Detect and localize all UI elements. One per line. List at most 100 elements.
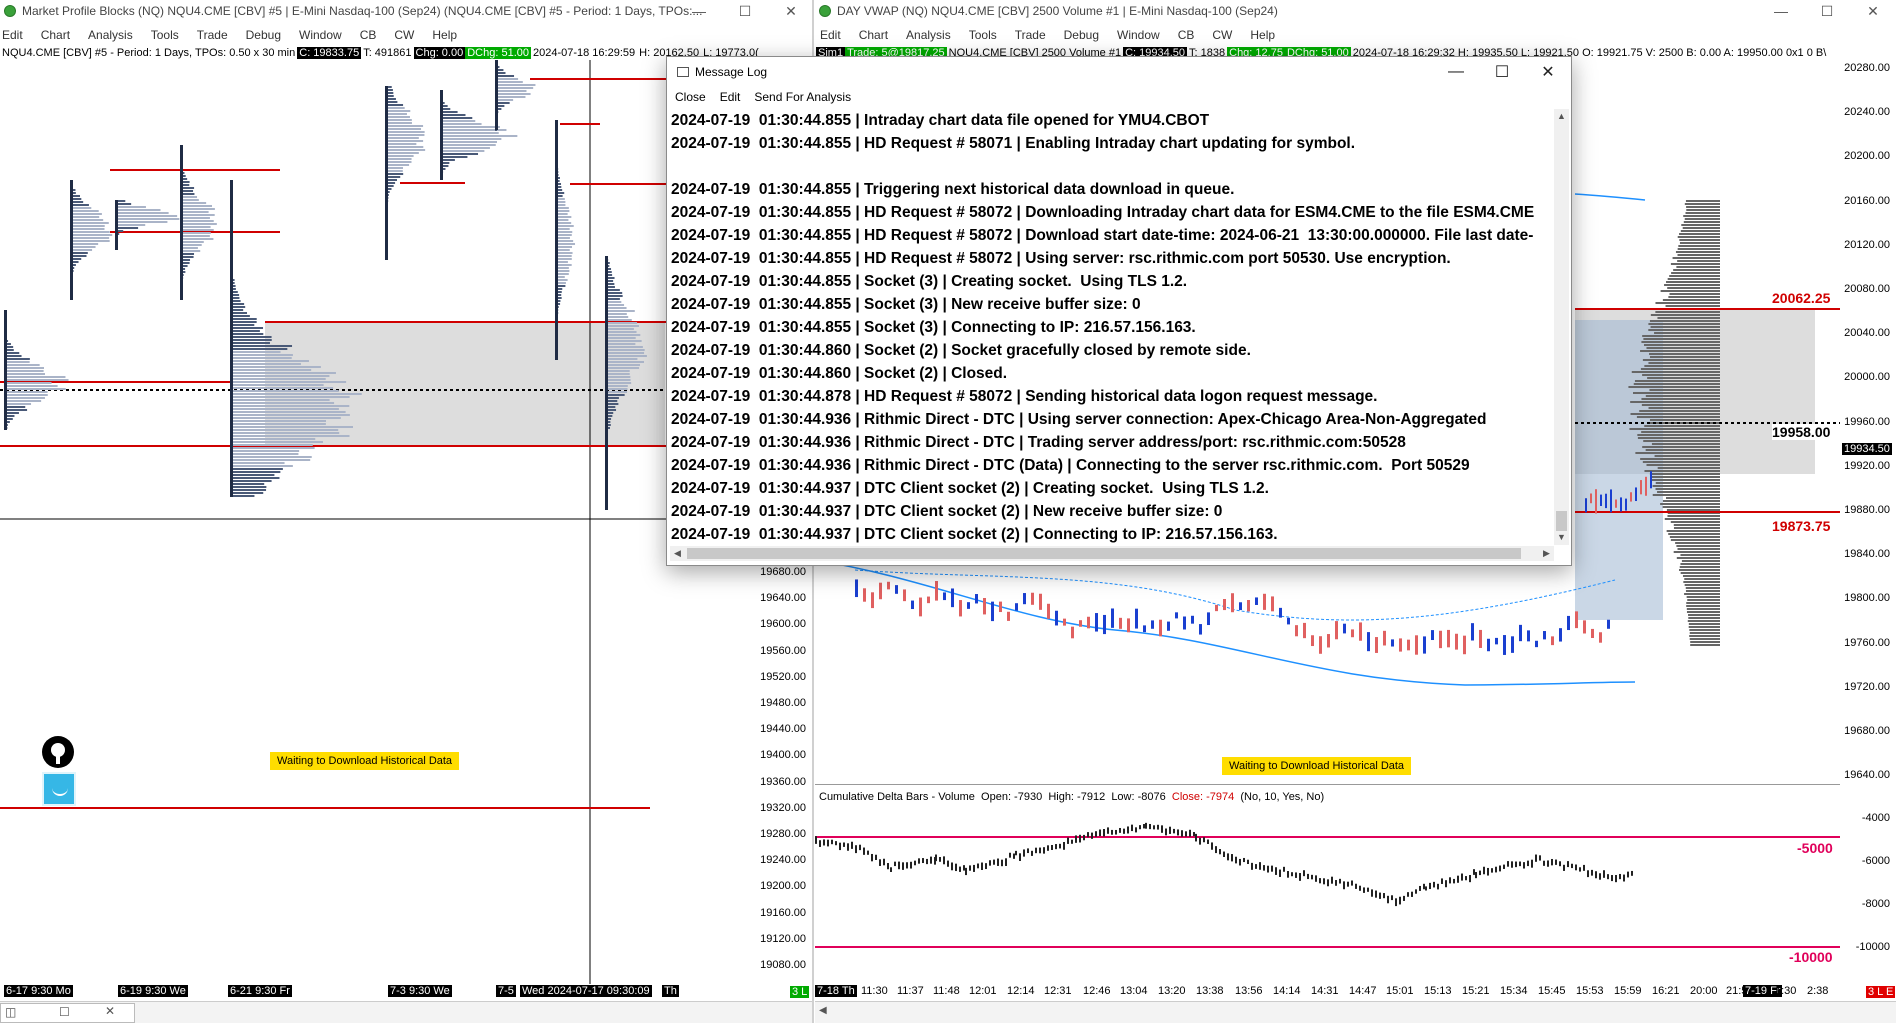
log-horizontal-scrollbar[interactable]: ◀ ▶ [670, 546, 1554, 561]
minimize-icon-right[interactable]: — [1774, 3, 1788, 19]
log-vertical-scrollbar[interactable]: ▲ ▼ [1554, 109, 1569, 545]
profile-bar [180, 190, 194, 192]
smiley-marker-icon[interactable] [42, 772, 76, 806]
profile-bar [180, 199, 199, 201]
profile-bar [230, 315, 250, 317]
profile-bar [385, 113, 407, 115]
restore-icon[interactable]: ◫ [5, 1005, 17, 1019]
scroll-left-arrow-icon[interactable]: ◀ [674, 548, 681, 558]
profile-bar [70, 237, 110, 239]
delta-bar [943, 856, 945, 865]
maximize-icon-right[interactable]: ☐ [1820, 2, 1834, 19]
left-scrollbar-strip[interactable] [0, 1001, 812, 1023]
delta-axis[interactable]: -4000 -6000 -8000 -10000 [1840, 784, 1896, 984]
right-menu-tools[interactable]: Tools [968, 28, 997, 42]
profile-bar [70, 219, 104, 221]
left-menu-cw[interactable]: CW [394, 28, 415, 42]
menu-send-for-analysis[interactable]: Send For Analysis [754, 90, 852, 104]
right-scrollbar-strip[interactable]: ◀ [815, 1001, 1896, 1023]
profile-bar [440, 105, 448, 107]
left-menu-edit[interactable]: Edit [2, 28, 23, 42]
volume-profile-bar [1667, 287, 1720, 289]
left-menu-window[interactable]: Window [299, 28, 342, 42]
profile-bar [230, 450, 300, 452]
volume-profile-bar [1689, 629, 1720, 631]
scroll-down-icon[interactable]: ▼ [1557, 532, 1566, 542]
minimized-window-bar[interactable]: ◫ ☐ ✕ [0, 1003, 135, 1023]
scroll-right-arrow-icon[interactable]: ▶ [1543, 548, 1550, 558]
right-sim-badge[interactable]: Sim1 [816, 46, 846, 59]
profile-bar [605, 316, 629, 318]
delta-tick: -6000 [1861, 855, 1890, 867]
delta-bar [1177, 829, 1179, 836]
price-bar [911, 600, 914, 610]
right-menu-debug[interactable]: Debug [1063, 28, 1100, 42]
profile-bar [385, 110, 411, 112]
time-tick: 2:38 [1807, 985, 1829, 997]
dialog-minimize-icon[interactable]: — [1448, 63, 1464, 80]
right-price-axis[interactable]: 20280.00 20240.00 20200.00 20160.00 20120.00… [1840, 60, 1896, 781]
left-menu-help[interactable]: Help [432, 28, 458, 42]
right-window-titlebar[interactable]: DAY VWAP (NQ) NQU4.CME [CBV] 2500 Volume… [815, 0, 1896, 22]
profile-bar [555, 255, 572, 257]
profile-bar [4, 406, 26, 408]
delta-bar [1339, 878, 1341, 884]
menu-edit[interactable]: Edit [719, 90, 741, 104]
location-pin-icon[interactable] [42, 736, 74, 768]
message-log-text[interactable]: 2024-07-19 01:30:44.855 | Intraday chart… [670, 109, 1554, 545]
dialog-maximize-icon[interactable]: ☐ [1494, 64, 1510, 81]
right-menu-cw[interactable]: CW [1212, 28, 1233, 42]
left-menu-analysis[interactable]: Analysis [88, 28, 133, 42]
dialog-close-icon[interactable]: ✕ [1541, 64, 1555, 81]
left-price-axis[interactable]: 19680.00 19640.00 19600.00 19560.00 19520.00… [752, 560, 812, 988]
close-icon-right[interactable]: ✕ [1867, 2, 1879, 19]
close-icon[interactable]: ✕ [785, 2, 797, 19]
close-small-icon[interactable]: ✕ [105, 1004, 116, 1018]
right-menu-chart[interactable]: Chart [858, 28, 889, 42]
message-log-dialog[interactable]: Message Log — ☐ ✕ Close Edit Send For An… [666, 56, 1572, 566]
maximize-icon[interactable]: ☐ [738, 2, 752, 19]
minimize-icon[interactable]: — [692, 3, 706, 19]
delta-bar [1103, 828, 1105, 837]
delta-bar [1433, 881, 1435, 888]
volume-profile-bar [1690, 641, 1720, 643]
left-window-titlebar[interactable]: Market Profile Blocks (NQ) NQU4.CME [CBV… [0, 0, 812, 22]
profile-bar [605, 292, 623, 294]
right-menu-analysis[interactable]: Analysis [906, 28, 951, 42]
left-menu-trade[interactable]: Trade [196, 28, 228, 42]
scroll-thumb[interactable] [1556, 511, 1567, 531]
maximize-small-icon[interactable]: ☐ [59, 1005, 70, 1019]
right-menu-trade[interactable]: Trade [1014, 28, 1046, 42]
left-menu-tools[interactable]: Tools [150, 28, 179, 42]
time-tick: 12:14 [1007, 985, 1035, 997]
menu-close[interactable]: Close [675, 90, 706, 104]
right-menu-help[interactable]: Help [1250, 28, 1276, 42]
left-menu-chart[interactable]: Chart [40, 28, 71, 42]
right-menu-window[interactable]: Window [1117, 28, 1160, 42]
profile-bar [605, 391, 628, 393]
cumulative-delta-chart[interactable]: Cumulative Delta Bars - Volume Open: -79… [815, 784, 1840, 984]
right-menu-edit[interactable]: Edit [820, 28, 841, 42]
left-bottom-tab[interactable]: 3 L [790, 986, 810, 998]
message-log-titlebar[interactable]: Message Log [667, 57, 1571, 87]
volume-profile-bar [1644, 365, 1720, 367]
right-menu-cb[interactable]: CB [1177, 28, 1195, 42]
volume-profile-bar [1671, 272, 1720, 274]
price-bar [863, 588, 866, 602]
left-menu-debug[interactable]: Debug [245, 28, 282, 42]
price-bar [1610, 489, 1612, 513]
left-low-value: L: 19773.0( [703, 46, 759, 59]
left-menu-cb[interactable]: CB [359, 28, 377, 42]
delta-bar [1271, 865, 1273, 872]
market-profile-chart[interactable]: Waiting to Download Historical Data [0, 60, 752, 988]
scroll-up-icon[interactable]: ▲ [1557, 111, 1566, 121]
scroll-left-icon[interactable]: ◀ [819, 1005, 827, 1016]
profile-bar [440, 135, 518, 137]
volume-profile-bar [1678, 245, 1720, 247]
price-bar [1431, 630, 1434, 641]
price-bar [1095, 613, 1098, 632]
right-corner-tab[interactable]: 3 L E [1866, 986, 1896, 998]
volume-profile-bar [1679, 239, 1720, 241]
delta-bar [1015, 850, 1017, 856]
hscroll-thumb[interactable] [687, 548, 1521, 559]
